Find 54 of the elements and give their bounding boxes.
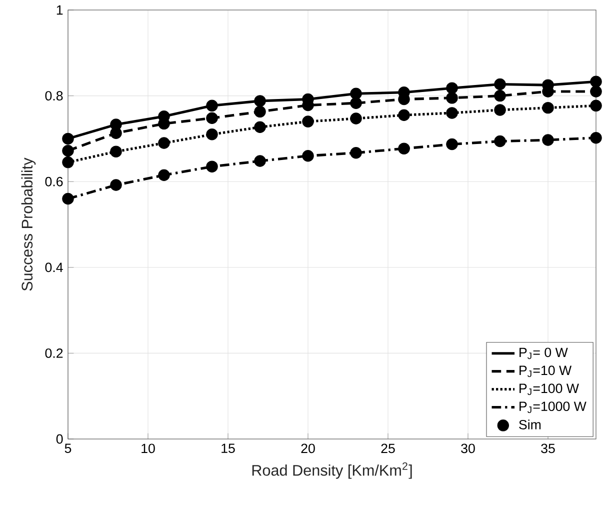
point (302, 150, 314, 162)
x-tick-label: 20 (301, 444, 315, 454)
point (254, 106, 266, 118)
y-axis-title: Success Probability (21, 158, 36, 291)
point (206, 128, 218, 140)
point (350, 112, 362, 124)
point (350, 97, 362, 109)
point (110, 127, 122, 139)
point (110, 179, 122, 191)
x-tick-label: 30 (461, 444, 475, 454)
legend-label: Sim (519, 420, 541, 430)
point (110, 146, 122, 158)
x-tick-label: 25 (381, 444, 395, 454)
point (158, 169, 170, 182)
x-tick-label: 10 (142, 444, 155, 454)
y-tick-label: 1 (56, 5, 63, 15)
x-tick-label: 5 (64, 444, 72, 454)
point (206, 112, 218, 124)
point (254, 121, 266, 133)
point (62, 192, 74, 205)
point (494, 135, 506, 148)
x-tick-label: 35 (541, 444, 555, 454)
point (446, 107, 458, 119)
y-tick-label: 0.8 (45, 91, 63, 101)
point (158, 137, 170, 149)
point (62, 144, 74, 157)
point (542, 102, 554, 114)
x-tick-label: 15 (222, 444, 235, 454)
point (206, 100, 218, 112)
point (446, 92, 458, 104)
point (494, 104, 506, 116)
point (254, 155, 266, 167)
point (398, 142, 410, 154)
y-tick-label: 0.2 (45, 348, 63, 358)
legend-label: P$_{J}$=1000 W (520, 402, 586, 414)
point (446, 82, 458, 94)
point (494, 78, 506, 90)
legend-label: P$_{J}$=100 W (520, 384, 579, 396)
point (254, 95, 266, 107)
point (62, 156, 74, 168)
point (206, 160, 218, 172)
point (446, 138, 458, 150)
point (494, 90, 506, 102)
y-tick-label: 0.6 (45, 176, 63, 186)
legend-label: P$_{J}$= 0 W (520, 348, 568, 360)
point (542, 134, 554, 146)
point (398, 109, 410, 121)
point (350, 146, 362, 159)
y-tick-label: 0.4 (45, 262, 63, 272)
x-axis-title: Road Density [Km/Km$^{2}$] (252, 462, 412, 479)
point (62, 132, 74, 145)
y-tick-label: 0 (56, 434, 63, 444)
point (302, 116, 314, 128)
legend-label: P$_{J}$=10 W (520, 366, 572, 378)
